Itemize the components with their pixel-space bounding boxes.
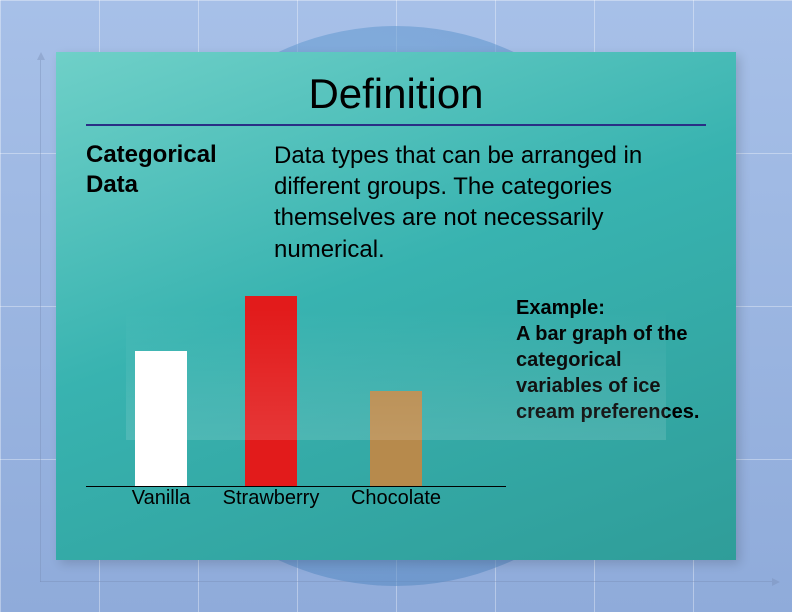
definition-text: Data types that can be arranged in diffe…: [274, 140, 706, 265]
bar-label-strawberry: Strawberry: [223, 487, 320, 510]
example-text-block: Example: A bar graph of the categorical …: [516, 287, 706, 517]
bar-vanilla: [135, 351, 187, 486]
bar-label-chocolate: Chocolate: [351, 487, 441, 510]
panel-title: Definition: [86, 70, 706, 126]
bar-chart: Vanilla Strawberry Chocolate: [86, 287, 506, 517]
bar-chocolate: [370, 391, 422, 486]
background-y-axis: [40, 60, 41, 582]
lower-row: Vanilla Strawberry Chocolate Example: A ba…: [86, 287, 706, 517]
example-heading: Example:: [516, 295, 706, 321]
definition-panel: Definition Categorical Data Data types t…: [56, 52, 736, 560]
bar-strawberry: [245, 296, 297, 486]
chart-x-labels: Vanilla Strawberry Chocolate: [86, 487, 506, 517]
term-label: Categorical Data: [86, 140, 256, 265]
bar-label-vanilla: Vanilla: [132, 487, 191, 510]
definition-row: Categorical Data Data types that can be …: [86, 140, 706, 265]
example-body: A bar graph of the categorical variables…: [516, 321, 706, 425]
chart-plot-area: [86, 287, 506, 487]
